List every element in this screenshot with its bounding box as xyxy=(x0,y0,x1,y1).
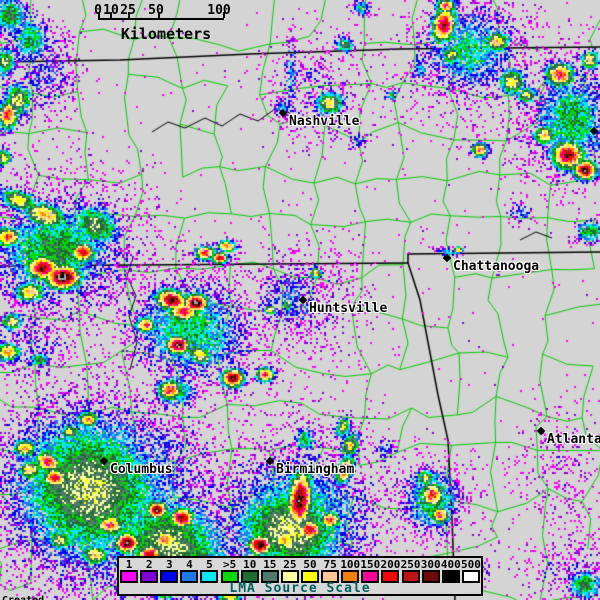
legend-color-swatch xyxy=(381,570,400,583)
legend-entry: 3 xyxy=(159,558,179,583)
legend-entry: 10 xyxy=(240,558,260,583)
legend-entry: >5 xyxy=(220,558,240,583)
legend-color-swatch xyxy=(140,570,159,583)
scale-number: 25 xyxy=(120,3,136,18)
scale-number: 100 xyxy=(207,3,231,18)
legend-color-swatch xyxy=(160,570,179,583)
legend-value: 500 xyxy=(460,558,481,571)
lma-source-scale-legend: 1 2 3 4 5 >5 10 15 25 50 75 100 150 200 250 300 400 500 L… xyxy=(117,556,483,596)
legend-entry: 2 xyxy=(139,558,159,583)
scale-bar-tick xyxy=(110,12,112,18)
legend-entry: 250 xyxy=(401,558,421,583)
legend-value: 25 xyxy=(283,558,297,571)
legend-color-swatch xyxy=(280,570,299,583)
legend-entry: 4 xyxy=(179,558,199,583)
scale-number: 50 xyxy=(148,3,164,18)
city-label: Birmingham xyxy=(276,462,355,477)
legend-color-swatch xyxy=(421,570,440,583)
legend-value: 75 xyxy=(323,558,337,571)
legend-value: 400 xyxy=(440,558,461,571)
legend-entry: 400 xyxy=(441,558,461,583)
legend-value: 4 xyxy=(186,558,193,571)
legend-value: 200 xyxy=(380,558,401,571)
legend-value: 5 xyxy=(206,558,213,571)
legend-value: 300 xyxy=(420,558,441,571)
legend-color-swatch xyxy=(240,570,259,583)
legend-entry: 300 xyxy=(421,558,441,583)
legend-entry: 50 xyxy=(300,558,320,583)
legend-value: 10 xyxy=(243,558,257,571)
legend-color-swatch xyxy=(461,570,480,583)
legend-entry: 200 xyxy=(380,558,400,583)
legend-value: 1 xyxy=(125,558,133,571)
legend-color-swatch xyxy=(180,570,199,583)
scale-bar-line xyxy=(98,18,224,20)
scale-caption: Kilometers xyxy=(120,25,212,43)
legend-color-swatch xyxy=(120,570,139,583)
legend-entry: 1 xyxy=(119,558,139,583)
legend-color-swatch xyxy=(341,570,360,583)
legend-entry: 5 xyxy=(199,558,219,583)
city-label: Atlanta xyxy=(547,432,600,447)
legend-value: 150 xyxy=(360,558,381,571)
city-label: Columbus xyxy=(110,462,173,477)
legend-value: >5 xyxy=(222,558,237,571)
legend-color-swatch xyxy=(260,570,279,583)
legend-entry: 150 xyxy=(360,558,380,583)
legend-value: 3 xyxy=(165,558,173,571)
legend-title: LMA Source Scale xyxy=(229,581,371,596)
scale-bar-tick xyxy=(223,12,225,18)
legend-color-swatch xyxy=(441,570,460,583)
created-label: Created xyxy=(2,595,116,600)
legend-value: 100 xyxy=(340,558,361,571)
legend-value: 2 xyxy=(145,558,153,571)
legend-color-swatch xyxy=(200,570,219,583)
scale-bar-tick xyxy=(158,12,160,18)
scale-number: 0 xyxy=(94,3,102,18)
legend-value: 250 xyxy=(400,558,421,571)
legend-color-swatch xyxy=(401,570,420,583)
legend-entry: 75 xyxy=(320,558,340,583)
legend-value: 15 xyxy=(263,558,277,571)
scale-number: 10 xyxy=(103,3,119,18)
legend-color-swatch xyxy=(321,570,340,583)
city-label: Chattanooga xyxy=(453,259,540,274)
legend-entry: 500 xyxy=(461,558,481,583)
legend-entry: 100 xyxy=(340,558,360,583)
city-label: Nashville xyxy=(289,114,360,129)
legend-swatch-row: 1 2 3 4 5 >5 10 15 25 50 75 100 150 200 250 300 400 500 xyxy=(119,558,481,583)
legend-color-swatch xyxy=(220,570,239,583)
created-timestamp: Created 12/11/2012 4:44:21 xyxy=(2,570,116,600)
legend-entry: 25 xyxy=(280,558,300,583)
legend-color-swatch xyxy=(301,570,320,583)
legend-color-swatch xyxy=(361,570,380,583)
legend-entry: 15 xyxy=(260,558,280,583)
scale-bar-tick xyxy=(98,12,100,18)
scale-bar-tick xyxy=(128,12,130,18)
city-label: Huntsville xyxy=(309,301,388,316)
legend-value: 50 xyxy=(303,558,317,571)
